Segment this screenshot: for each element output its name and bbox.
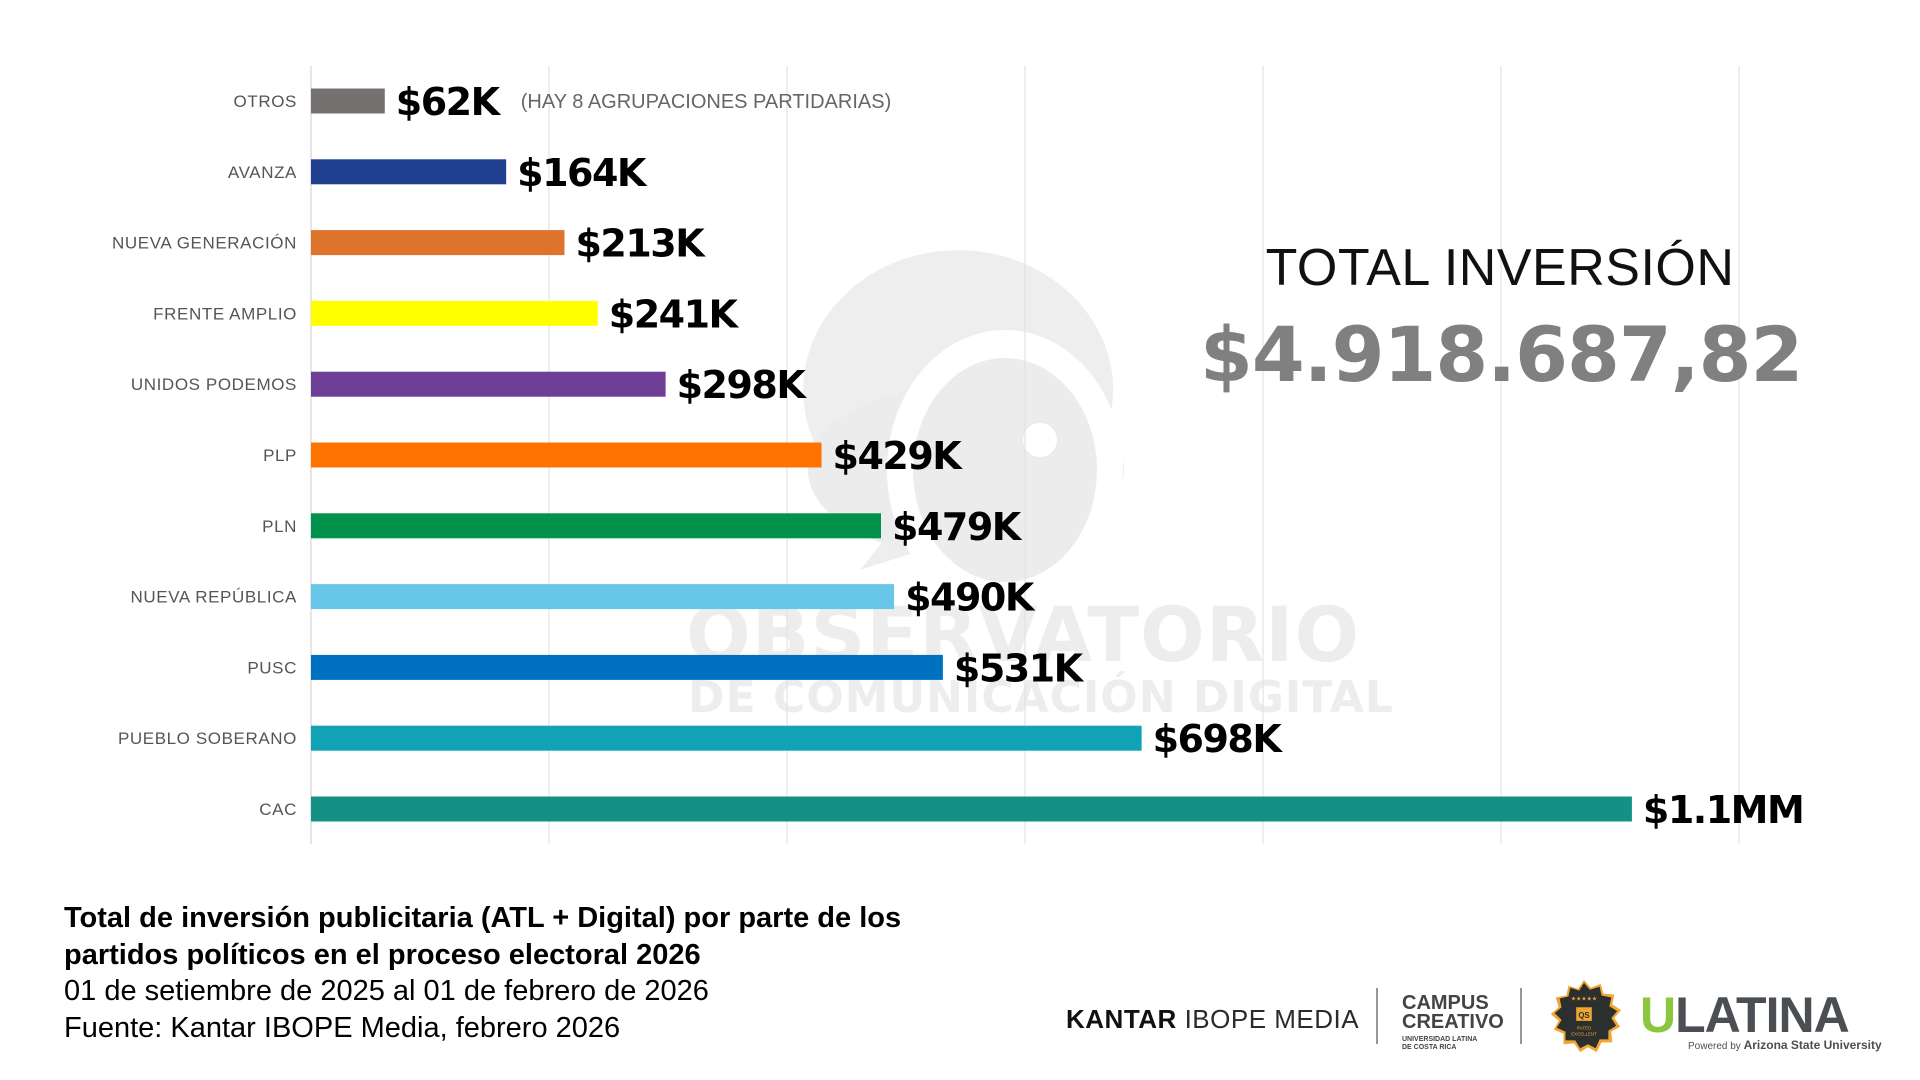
data-label: $698K	[1153, 717, 1284, 761]
logo-divider	[1520, 988, 1522, 1044]
logos-row: KANTAR IBOPE MEDIA CAMPUS CREATIVO UNIVE…	[1060, 979, 1882, 1070]
qs-rated-excellent-badge-icon: QS ★★★★★ RATED EXCELLENT	[1550, 979, 1622, 1053]
bar	[311, 654, 943, 680]
logo-divider	[1376, 988, 1378, 1044]
campus-line1: CAMPUS	[1402, 992, 1489, 1014]
ulatina-rest: LATINA	[1675, 987, 1850, 1043]
data-label: $164K	[517, 151, 648, 195]
chart-caption: Total de inversión publicitaria (ATL + D…	[64, 900, 901, 1046]
total-investment-value: $4.918.687,82	[1200, 310, 1803, 399]
campus-line2: CREATIVO	[1402, 1011, 1504, 1033]
caption-source: Fuente: Kantar IBOPE Media, febrero 2026	[64, 1011, 621, 1044]
data-label: $241K	[609, 292, 740, 336]
bar	[311, 442, 822, 468]
total-investment-label: TOTAL INVERSIÓN	[1265, 239, 1735, 297]
bar	[311, 584, 895, 610]
data-label: $531K	[954, 646, 1085, 690]
category-label: OTROS	[234, 92, 297, 111]
caption-period: 01 de setiembre de 2025 al 01 de febrero…	[64, 975, 709, 1007]
bar	[311, 159, 507, 185]
caption-title-line2: partidos políticos en el proceso elector…	[64, 938, 701, 971]
caption-title-line1: Total de inversión publicitaria (ATL + D…	[64, 902, 902, 934]
category-label: NUEVA GENERACIÓN	[112, 234, 297, 253]
data-label: $490K	[905, 576, 1036, 620]
powered-by-text: Powered by	[1688, 1041, 1744, 1052]
bar	[311, 230, 565, 256]
qs-text: QS	[1578, 1011, 1589, 1020]
campus-sub1: UNIVERSIDAD LATINA	[1402, 1036, 1478, 1043]
kantar-bold: KANTAR	[1066, 1004, 1177, 1034]
annotation-label: (HAY 8 AGRUPACIONES PARTIDARIAS)	[521, 91, 891, 113]
data-label: $298K	[677, 363, 808, 407]
data-label: $479K	[892, 505, 1023, 549]
kantar-rest: IBOPE MEDIA	[1176, 1004, 1360, 1034]
category-label: PUSC	[247, 658, 297, 677]
campus-sub2: DE COSTA RICA	[1402, 1044, 1457, 1051]
ulatina-logo: ULATINA Powered by Arizona State Univers…	[1640, 986, 1882, 1052]
category-label: FRENTE AMPLIO	[153, 304, 297, 323]
campus-creativo-logo: CAMPUS CREATIVO UNIVERSIDAD LATINA DE CO…	[1402, 992, 1504, 1052]
category-label: AVANZA	[228, 163, 297, 182]
category-label: PUEBLO SOBERANO	[118, 729, 297, 748]
asu-text: Arizona State University	[1743, 1038, 1882, 1052]
category-label: UNIDOS PODEMOS	[131, 375, 297, 394]
data-label: $429K	[833, 434, 964, 478]
category-label: CAC	[259, 800, 297, 819]
data-label: $62K	[396, 80, 502, 124]
data-label: $213K	[575, 222, 706, 266]
bar	[311, 796, 1632, 822]
bar	[311, 300, 598, 326]
bar	[311, 371, 666, 397]
ulatina-u: U	[1640, 987, 1676, 1043]
svg-text:★★★★★: ★★★★★	[1571, 995, 1597, 1002]
qs-rated: RATED	[1577, 1026, 1592, 1031]
bar-chart: OTROS $62K (HAY 8 AGRUPACIONES PARTIDARIAS…	[112, 66, 1805, 844]
data-label: $1.1MM	[1643, 788, 1803, 832]
category-label: PLN	[262, 517, 297, 536]
category-label: NUEVA REPÚBLICA	[131, 588, 298, 607]
qs-excellent: EXCELLENT	[1571, 1032, 1597, 1037]
bar	[311, 725, 1142, 751]
category-label: PLP	[263, 446, 297, 465]
bar	[311, 513, 882, 539]
bar	[311, 88, 385, 114]
ulatina-powered-by: Powered by Arizona State University	[1688, 1038, 1882, 1052]
kantar-ibope-logo: KANTAR IBOPE MEDIA	[1066, 1004, 1359, 1035]
